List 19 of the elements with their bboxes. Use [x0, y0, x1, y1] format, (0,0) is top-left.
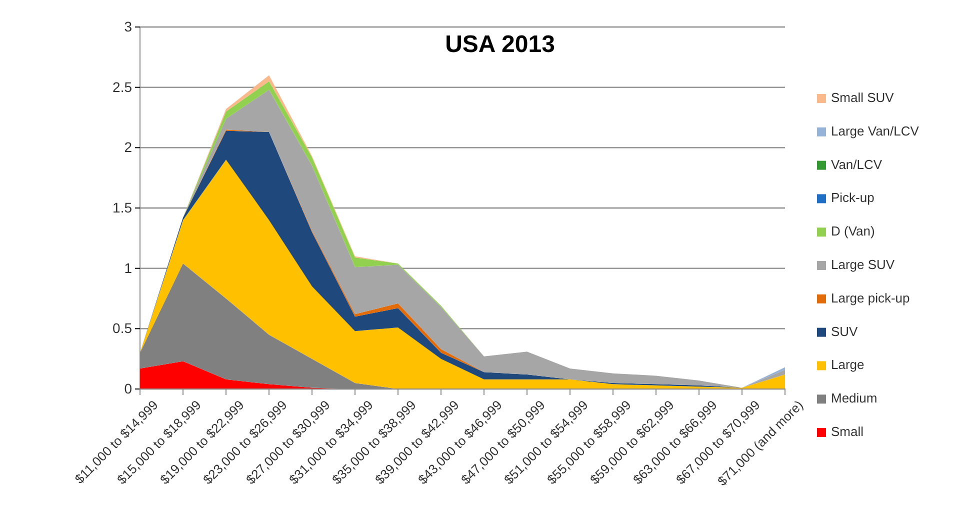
legend-label: Medium — [831, 390, 878, 406]
chart-title: USA 2013 — [445, 31, 555, 58]
y-tick-label: 3 — [124, 18, 132, 34]
legend-label: Large SUV — [831, 257, 895, 272]
legend-label: Large Van/LCV — [831, 123, 920, 138]
y-tick-label: 0.5 — [112, 320, 132, 336]
legend-label: Small SUV — [831, 90, 894, 105]
y-tick-label: 1 — [124, 260, 132, 276]
legend-label: SUV — [831, 324, 858, 339]
legend-label: Small — [831, 424, 864, 439]
legend-label: Pick-up — [831, 190, 874, 206]
legend-label: D (Van) — [831, 224, 875, 239]
legend-label: Large pick-up — [831, 290, 910, 306]
legend-label: Large — [831, 357, 864, 372]
legend-label: Van/LCV — [831, 156, 882, 172]
y-tick-label: 2 — [124, 139, 132, 156]
y-tick-label: 2.5 — [112, 78, 132, 95]
y-tick-label: 0 — [124, 380, 132, 396]
y-tick-label: 1.5 — [112, 199, 132, 216]
